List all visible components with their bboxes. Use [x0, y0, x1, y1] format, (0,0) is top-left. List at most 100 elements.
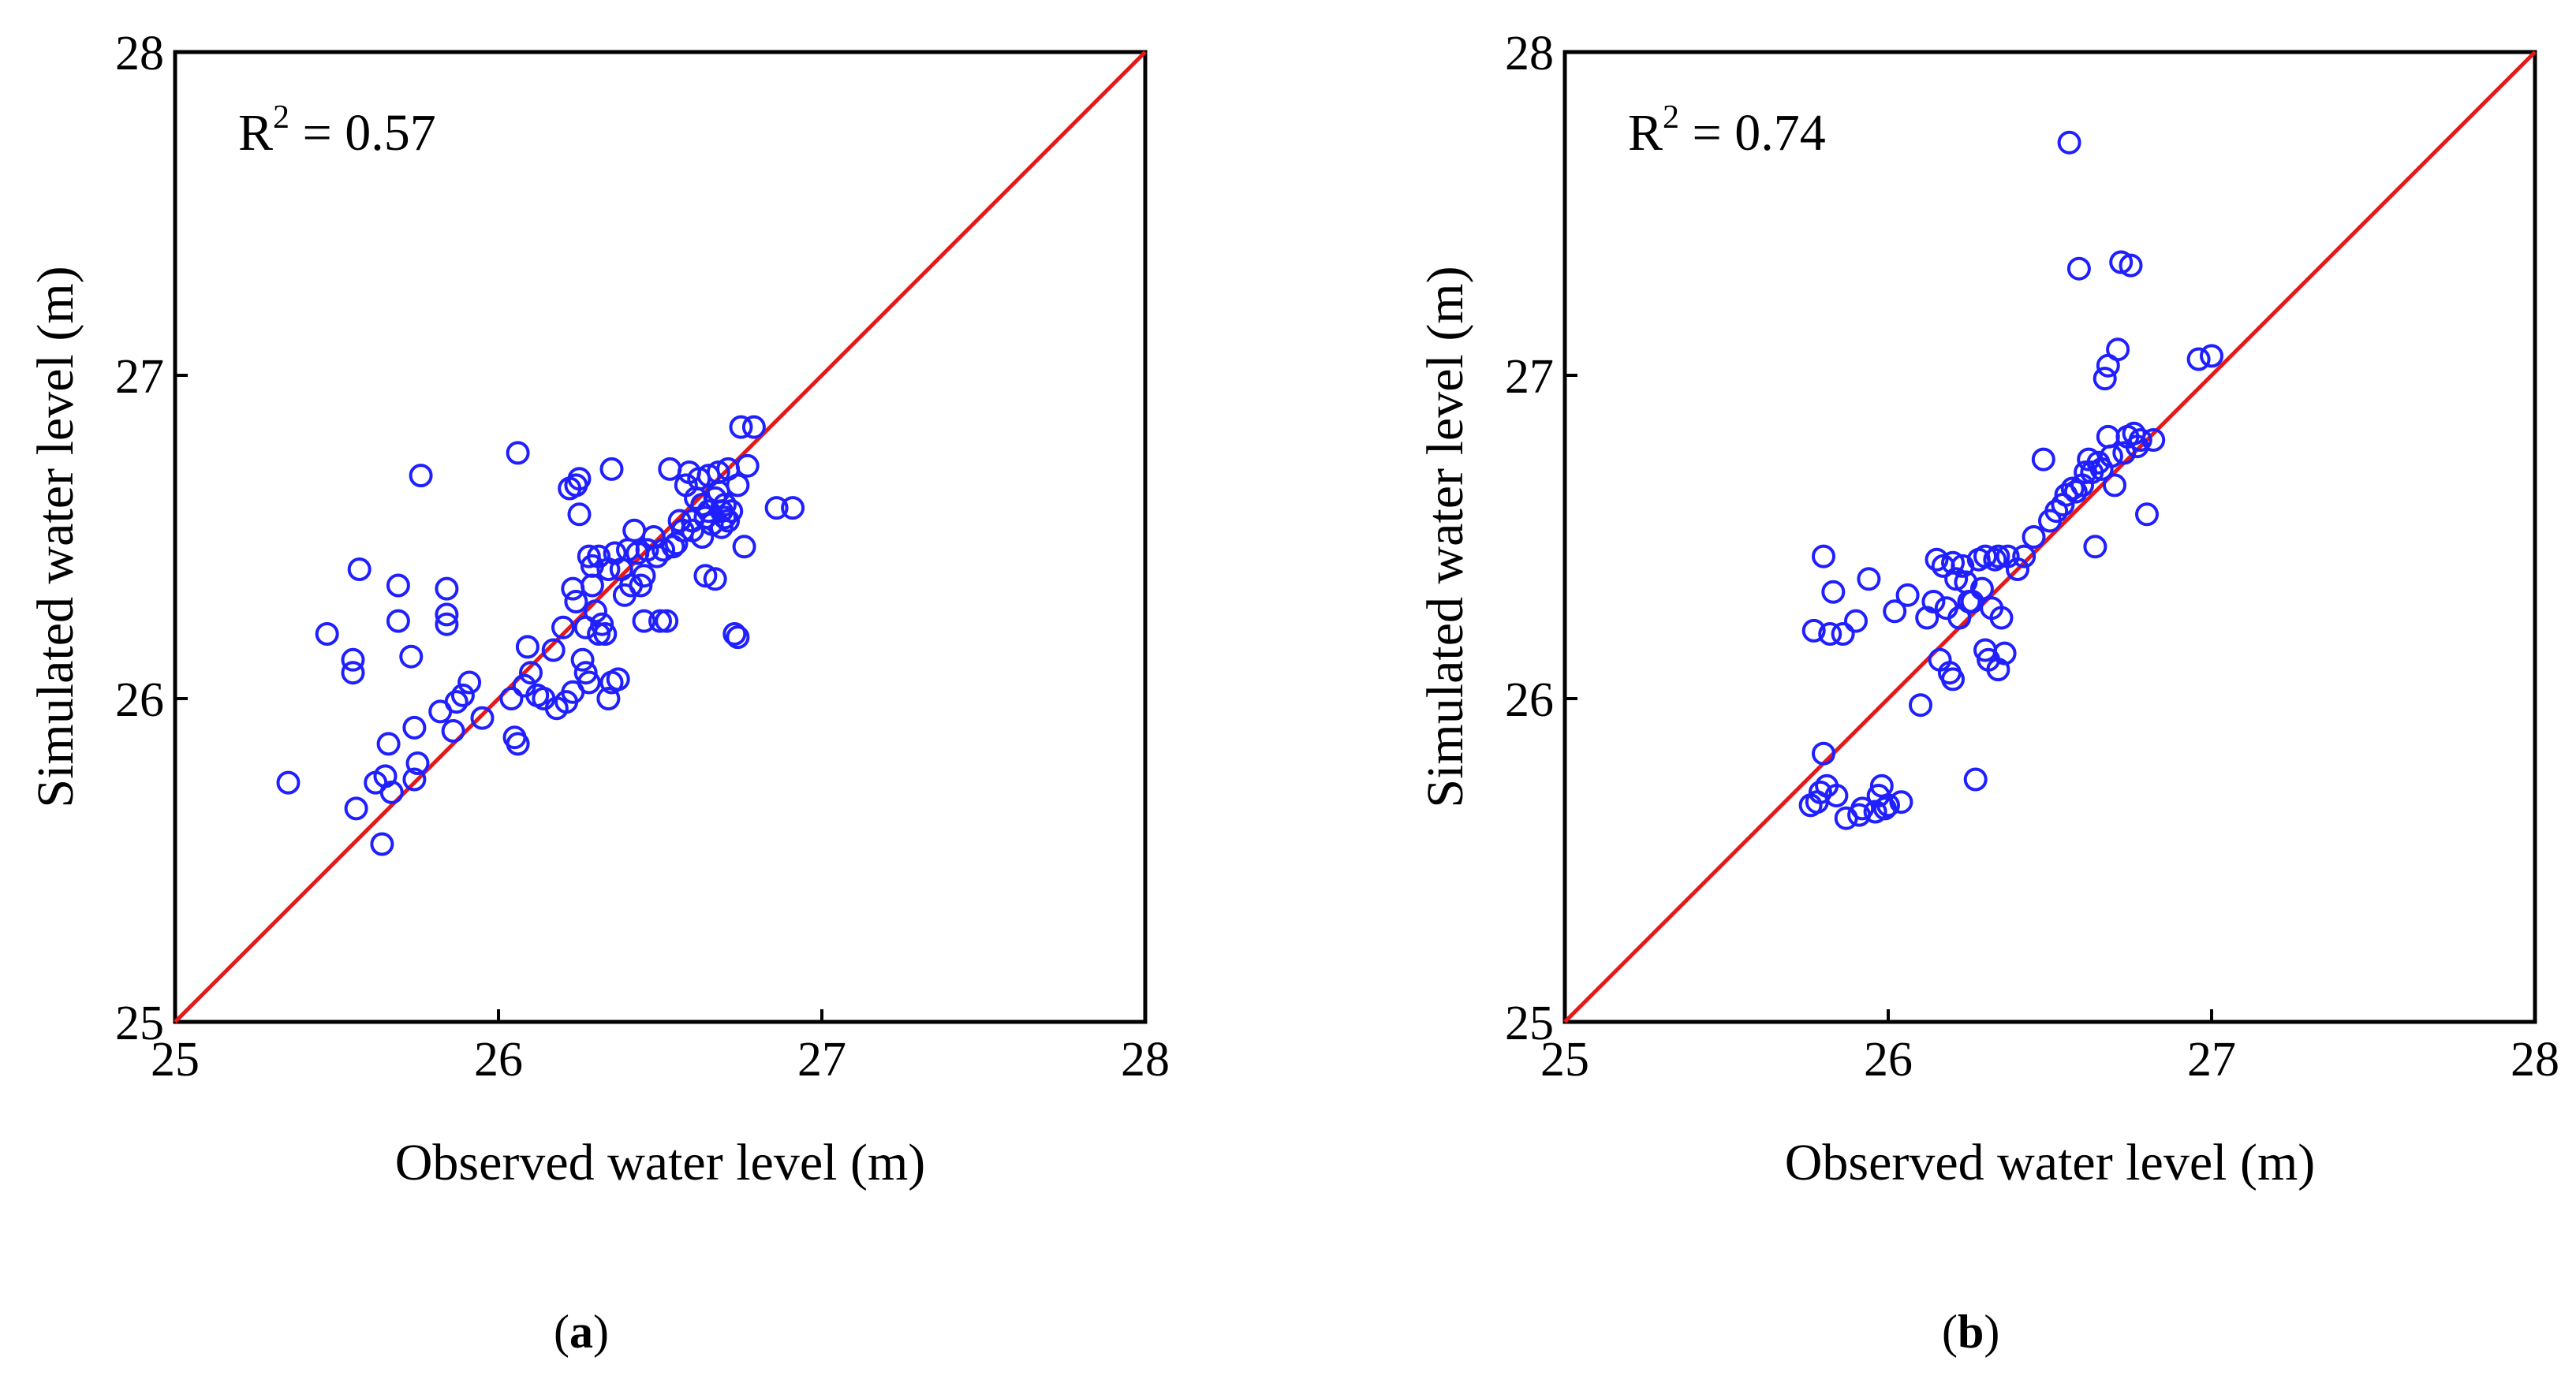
r-squared-annotation: R2 = 0.74 — [1628, 99, 1826, 162]
data-point — [1831, 622, 1855, 646]
data-point — [402, 767, 427, 792]
y-tick-label: 25 — [1505, 997, 1554, 1050]
data-point — [2096, 424, 2120, 449]
y-tick-label: 28 — [1505, 27, 1554, 80]
data-point — [1818, 622, 1842, 646]
data-point — [2135, 502, 2159, 527]
x-tick-label: 27 — [797, 1033, 846, 1087]
y-tick-label: 27 — [115, 350, 164, 404]
data-point — [632, 564, 656, 588]
data-point — [622, 518, 647, 542]
data-point — [735, 453, 760, 478]
data-point — [651, 538, 676, 562]
data-point — [1844, 609, 1868, 633]
data-point — [1941, 667, 1965, 692]
data-point — [1963, 767, 1988, 792]
data-point — [1925, 547, 1949, 572]
data-point — [596, 687, 621, 710]
data-point — [573, 661, 598, 685]
scatter-panel-a: 25 26 27 28 25 26 27 28 Observed water level (m)… — [27, 27, 1170, 1191]
data-point — [399, 644, 424, 669]
x-tick-label: 26 — [1864, 1033, 1913, 1087]
data-point — [577, 544, 601, 568]
data-point — [1821, 580, 1846, 604]
y-tick-label: 28 — [115, 27, 164, 80]
data-point — [732, 535, 756, 559]
data-point — [2128, 428, 2152, 452]
data-point — [580, 573, 604, 598]
data-point — [409, 464, 433, 488]
data-point — [2057, 130, 2081, 155]
data-point — [2119, 253, 2143, 278]
data-point — [2109, 250, 2134, 274]
data-point — [1895, 583, 1920, 607]
data-point — [379, 780, 404, 804]
y-axis-title: Simulated water level (m) — [1417, 266, 1474, 807]
data-point — [726, 473, 750, 498]
data-point — [1983, 547, 2007, 572]
data-point — [587, 622, 611, 646]
data-point — [376, 732, 401, 756]
plot-frame — [1562, 50, 2537, 1024]
data-point — [1944, 567, 1969, 591]
data-point — [450, 683, 475, 707]
data-point — [1986, 544, 2010, 568]
data-point — [1992, 641, 2017, 665]
data-point — [722, 622, 747, 646]
data-point — [2066, 256, 2091, 281]
data-point — [2022, 525, 2046, 549]
data-point — [593, 622, 618, 646]
data-point — [2141, 428, 2166, 452]
data-point — [457, 670, 482, 695]
data-point — [506, 441, 530, 465]
data-point — [370, 832, 394, 856]
data-point — [2106, 337, 2130, 362]
data-point — [570, 647, 595, 672]
y-tick-label: 26 — [115, 673, 164, 727]
data-point — [2012, 544, 2037, 568]
data-point — [541, 638, 566, 662]
data-point — [713, 505, 737, 530]
data-point — [590, 612, 614, 636]
data-point — [435, 602, 459, 627]
data-point — [499, 687, 524, 710]
data-point — [1812, 741, 1835, 766]
data-point — [2112, 441, 2137, 465]
data-point — [405, 751, 430, 775]
data-point — [341, 661, 365, 685]
panel-label-b-letter: b — [1957, 1306, 1984, 1358]
data-point — [1850, 796, 1875, 821]
data-point — [2093, 367, 2117, 391]
data-point — [1801, 618, 1826, 643]
data-point — [386, 573, 410, 598]
data-point — [2006, 557, 2029, 581]
data-point — [577, 670, 601, 695]
x-axis-title: Observed water level (m) — [1785, 1134, 2316, 1191]
y-axis-title: Simulated water level (m) — [27, 266, 84, 807]
data-point — [1876, 793, 1900, 818]
data-point — [386, 609, 410, 633]
data-point — [276, 770, 301, 795]
x-axis-title: Observed water level (m) — [395, 1134, 926, 1191]
data-point — [564, 590, 588, 613]
data-point — [506, 732, 530, 756]
data-point — [2103, 473, 2126, 498]
data-point — [629, 573, 653, 598]
data-point — [716, 509, 741, 533]
data-point — [551, 615, 575, 639]
data-point — [1973, 544, 1997, 568]
x-tick-label: 27 — [2187, 1033, 2236, 1087]
data-point — [2099, 444, 2123, 468]
data-point — [648, 609, 672, 633]
data-point — [470, 706, 495, 730]
data-point — [347, 557, 371, 581]
data-point — [2083, 535, 2107, 559]
data-point — [764, 496, 789, 520]
data-point — [341, 647, 365, 672]
x-tick-label: 28 — [1121, 1033, 1170, 1087]
data-point — [2200, 344, 2223, 368]
data-point — [567, 502, 592, 527]
data-point — [719, 499, 744, 524]
data-point — [693, 564, 718, 588]
y-tick-label: 25 — [115, 997, 164, 1050]
